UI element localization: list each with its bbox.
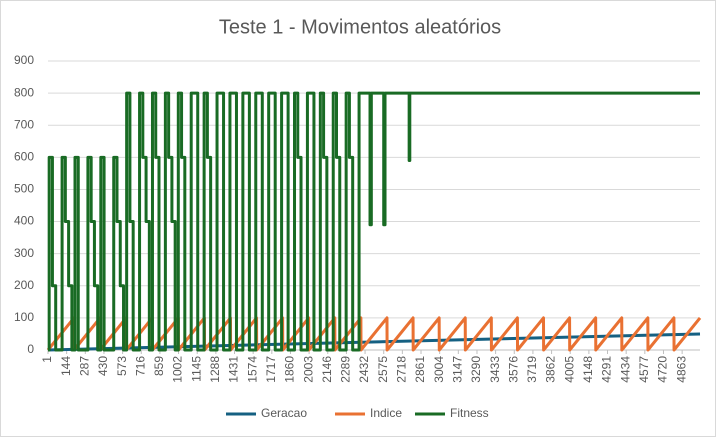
x-tick-label: 859 [152,356,166,376]
x-tick-label: 430 [96,356,110,376]
x-tick-label: 2861 [413,356,427,383]
x-tick-label: 2146 [320,356,334,383]
x-tick-label: 3433 [488,356,502,383]
legend-label: Indice [370,406,402,420]
x-tick-label: 2003 [301,356,315,383]
y-tick-label: 600 [14,150,34,164]
x-tick-label: 1002 [171,356,185,383]
y-tick-label: 500 [14,182,34,196]
x-tick-label: 3719 [525,356,539,383]
x-tick-label: 716 [133,356,147,376]
x-tick-label: 573 [115,356,129,376]
x-tick-label: 4863 [674,356,688,383]
x-tick-label: 1717 [264,356,278,383]
x-tick-label: 3862 [544,356,558,383]
y-tick-label: 400 [14,214,34,228]
x-tick-label: 3576 [506,356,520,383]
legend-label: Fitness [450,406,489,420]
x-tick-label: 4720 [656,356,670,383]
x-tick-label: 4291 [600,356,614,383]
x-tick-label: 2432 [357,356,371,383]
y-tick-label: 100 [14,310,34,324]
x-tick-label: 1 [40,356,54,363]
legend-label: Geracao [261,406,307,420]
series-line [47,332,701,352]
x-tick-label: 4577 [637,356,651,383]
x-tick-label: 4005 [562,356,576,383]
y-tick-label: 800 [14,85,34,99]
x-tick-label: 3290 [469,356,483,383]
series-line [47,91,700,352]
y-tick-label: 300 [14,246,34,260]
x-tick-label: 1431 [227,356,241,383]
x-tick-label: 1288 [208,356,222,383]
x-tick-label: 1145 [189,356,203,382]
x-tick-label: 144 [59,356,73,376]
x-tick-label: 4434 [618,356,632,383]
x-tick-label: 3147 [450,356,464,383]
x-tick-label: 4148 [581,356,595,383]
x-tick-label: 1574 [245,356,259,383]
x-tick-label: 287 [77,356,91,376]
chart-title: Teste 1 - Movimentos aleatórios [219,16,501,38]
x-tick-label: 2289 [339,356,353,383]
y-tick-label: 700 [14,117,34,131]
y-tick-label: 900 [14,53,34,67]
y-tick-label: 200 [14,278,34,292]
x-tick-label: 1860 [283,356,297,383]
x-tick-label: 3004 [432,356,446,383]
y-tick-label: 0 [27,342,34,356]
x-tick-label: 2718 [395,356,409,383]
series-line [46,316,702,352]
x-tick-label: 2575 [376,356,390,383]
